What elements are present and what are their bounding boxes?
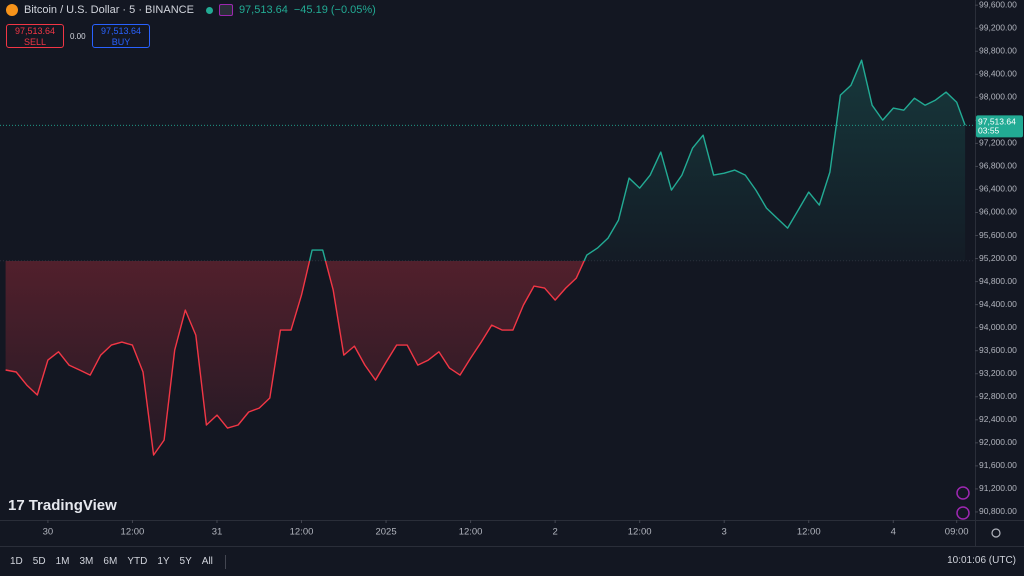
y-tick-label: 98,000.00	[979, 92, 1017, 102]
x-tick-label: 2025	[375, 527, 396, 538]
countdown-label: 03:55	[978, 126, 1000, 136]
indicator-icon[interactable]	[218, 4, 233, 16]
range-button[interactable]: 1Y	[157, 556, 170, 567]
range-button[interactable]: All	[201, 556, 213, 567]
sell-price: 97,513.64	[14, 26, 56, 36]
buy-label: BUY	[111, 37, 131, 47]
x-tick-label: 12:00	[797, 527, 821, 538]
sell-label: SELL	[23, 37, 47, 47]
x-tick-label: 4	[891, 527, 896, 538]
y-tick-label: 94,000.00	[979, 322, 1017, 332]
buy-button[interactable]: 97,513.64 BUY	[92, 24, 150, 48]
y-tick-label: 93,600.00	[979, 345, 1017, 355]
range-button[interactable]: 5D	[32, 556, 46, 567]
x-tick-label: 31	[212, 527, 223, 538]
y-tick-label: 96,400.00	[979, 184, 1017, 194]
event-icon[interactable]	[956, 486, 970, 500]
y-tick-label: 96,000.00	[979, 207, 1017, 217]
y-tick-label: 98,400.00	[979, 69, 1017, 79]
buy-price: 97,513.64	[100, 26, 142, 36]
brand: TradingView	[28, 497, 117, 514]
y-tick-label: 95,600.00	[979, 230, 1017, 240]
y-tick-label: 95,200.00	[979, 253, 1017, 263]
coin-icon	[6, 4, 18, 16]
y-tick-label: 97,200.00	[979, 138, 1017, 148]
y-tick-label: 92,800.00	[979, 391, 1017, 401]
logo[interactable]: 17 TradingView	[8, 497, 117, 514]
bottom-toolbar: 1D 5D 1M 3M 6M YTD 1Y 5Y All 10:01:06 (UTC)	[0, 546, 1024, 576]
symbol[interactable]: Bitcoin / U.S. Dollar · 5 · BINANCE	[24, 4, 194, 16]
x-tick-label: 12:00	[628, 527, 652, 538]
y-tick-label: 92,000.00	[979, 437, 1017, 447]
x-tick-label: 12:00	[290, 527, 314, 538]
logo-mark: 17	[8, 497, 25, 514]
separator	[224, 554, 226, 569]
settings-icon[interactable]	[991, 528, 1001, 538]
y-tick-label: 91,200.00	[979, 483, 1017, 493]
spread: 0.00	[70, 32, 86, 41]
range-buttons: 1D 5D 1M 3M 6M YTD 1Y 5Y All	[0, 556, 213, 567]
y-tick-label: 90,800.00	[979, 506, 1017, 516]
y-tick-label: 94,400.00	[979, 299, 1017, 309]
y-tick-label: 96,800.00	[979, 161, 1017, 171]
last-price-tag	[976, 115, 1023, 138]
range-button[interactable]: YTD	[127, 556, 148, 567]
event-icon[interactable]	[956, 506, 970, 520]
range-button[interactable]: 6M	[103, 556, 118, 567]
x-tick-label: 12:00	[121, 527, 145, 538]
x-tick-label: 3	[722, 527, 727, 538]
y-tick-label: 99,600.00	[979, 0, 1017, 9]
range-button[interactable]: 1M	[55, 556, 70, 567]
y-tick-label: 92,400.00	[979, 414, 1017, 424]
range-button[interactable]: 5Y	[179, 556, 192, 567]
sell-button[interactable]: 97,513.64 SELL	[6, 24, 64, 48]
y-tick-label: 91,600.00	[979, 460, 1017, 470]
clock: 10:01:06 (UTC)	[947, 555, 1016, 566]
x-tick-label: 12:00	[459, 527, 483, 538]
status-dot	[205, 6, 213, 14]
range-button[interactable]: 3M	[79, 556, 94, 567]
range-button[interactable]: 1D	[10, 556, 23, 567]
last-price: 97,513.64	[238, 4, 288, 16]
x-tick-label: 2	[552, 527, 557, 538]
x-tick-label: 30	[43, 527, 54, 538]
chart: 90,800.00 91,200.00 91,600.00 92,000.00 92,4…	[0, 0, 1024, 546]
y-tick-label: 93,200.00	[979, 368, 1017, 378]
x-tick-label: 09:00	[945, 527, 969, 538]
y-tick-label: 99,200.00	[979, 22, 1017, 32]
baseline-area	[5, 60, 966, 455]
y-tick-label: 98,800.00	[979, 46, 1017, 56]
price-line	[5, 59, 966, 456]
symbol-header: Bitcoin / U.S. Dollar · 5 · BINANCE 97,5…	[6, 4, 376, 16]
last-price-label: 97,513.64	[978, 117, 1016, 127]
y-tick-label: 94,800.00	[979, 276, 1017, 286]
price-change: −45.19 (−0.05%)	[293, 4, 376, 16]
